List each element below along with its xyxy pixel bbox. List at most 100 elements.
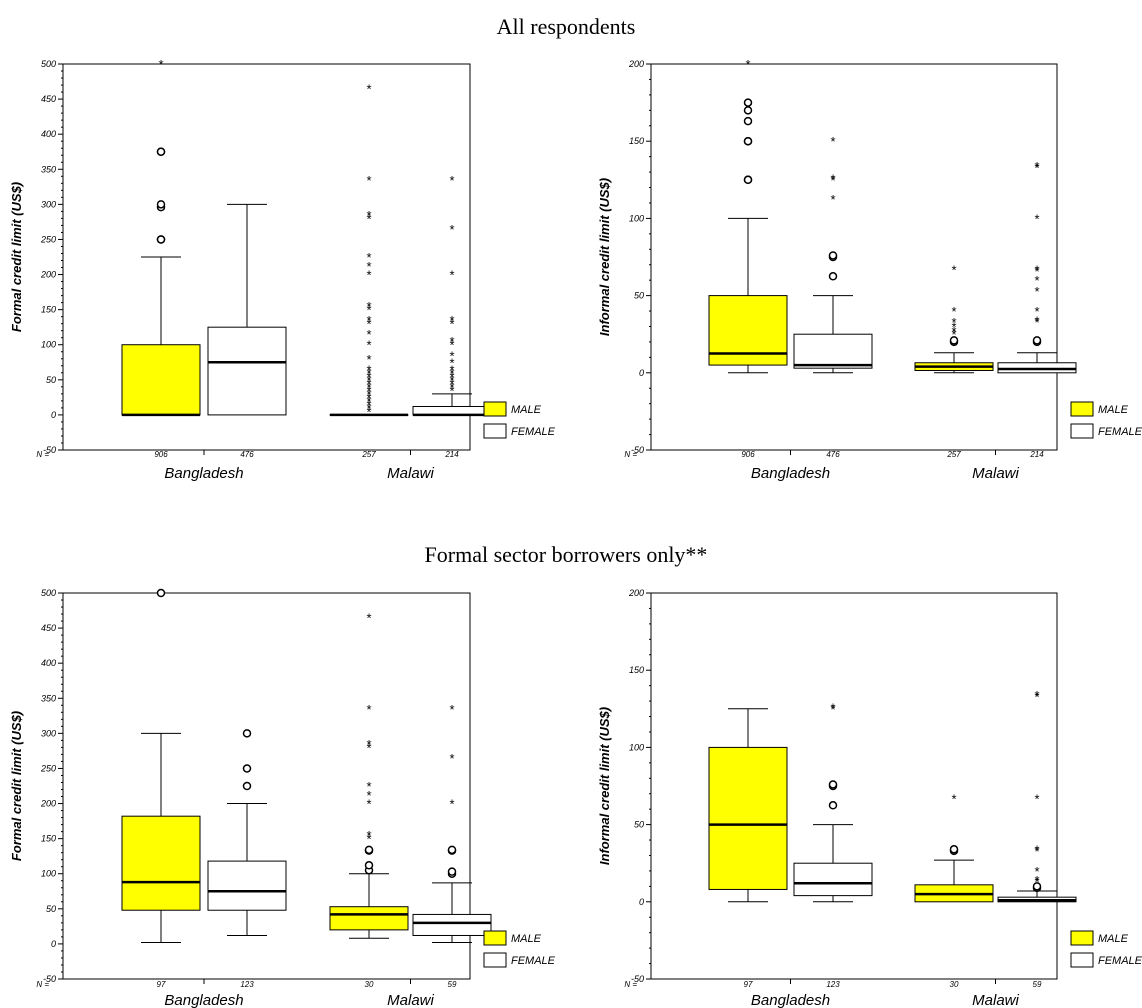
outlier-star: *	[830, 171, 835, 186]
outlier-star: *	[449, 373, 454, 388]
y-tick-label: 50	[634, 820, 644, 830]
outlier-star: *	[449, 366, 454, 381]
y-tick-label: 500	[41, 59, 56, 69]
legend-label-male: MALE	[511, 933, 542, 945]
n-value: 476	[826, 450, 840, 459]
outlier-star: *	[449, 268, 454, 283]
outlier-star: *	[366, 828, 371, 843]
outlier-star: *	[366, 362, 371, 377]
n-value: 257	[946, 450, 961, 459]
n-value: 123	[826, 980, 840, 989]
outlier-star: *	[366, 401, 371, 416]
outlier-star: *	[449, 369, 454, 384]
outlier-circle	[828, 272, 838, 281]
outlier-star: *	[366, 611, 371, 626]
box-bangladesh-female: ****476	[793, 134, 873, 459]
outlier-star: *	[449, 383, 454, 398]
y-tick-label: 300	[41, 199, 56, 209]
outlier-star: *	[1034, 262, 1039, 277]
box-bangladesh-male: * 906	[121, 57, 201, 459]
y-axis-label: Formal credit limit (US$)	[9, 182, 24, 332]
outlier-star: *	[951, 304, 956, 319]
outlier-star: *	[1034, 864, 1039, 879]
y-tick-label: 250	[40, 763, 56, 773]
y-tick-label: 200	[628, 59, 644, 69]
outlier-star: *	[449, 376, 454, 391]
n-label: N =	[36, 980, 49, 989]
category-label-bangladesh: Bangladesh	[751, 992, 830, 1008]
y-tick-label: 0	[51, 410, 56, 420]
n-value: 214	[444, 450, 459, 459]
box-bangladesh-female: 123	[207, 729, 287, 989]
outlier-star: *	[951, 791, 956, 806]
outlier-star: *	[449, 355, 454, 370]
outlier-star: *	[1034, 315, 1039, 330]
outlier-star: *	[830, 134, 835, 149]
n-value: 257	[361, 450, 376, 459]
y-tick-label: 450	[41, 94, 56, 104]
y-tick-label: 150	[41, 305, 56, 315]
box-malawi-male: ***************************257	[329, 82, 409, 459]
outlier-star: *	[1034, 211, 1039, 226]
box-malawi-male: ******257	[914, 262, 994, 459]
section-title-all-respondents: All respondents	[497, 14, 636, 39]
outlier-star: *	[366, 702, 371, 717]
legend-swatch-female	[483, 952, 507, 968]
legend-label-male: MALE	[511, 404, 542, 416]
y-tick-label: 0	[639, 897, 644, 907]
outlier-star: *	[951, 262, 956, 277]
outlier-circle	[156, 147, 166, 156]
outlier-star: *	[366, 173, 371, 188]
plot-frame	[62, 63, 471, 451]
outlier-star: *	[1034, 791, 1039, 806]
y-tick-label: -50	[43, 445, 56, 455]
n-value: 476	[240, 450, 254, 459]
y-tick-label: 50	[46, 375, 56, 385]
outlier-star: *	[366, 797, 371, 812]
outlier-star: *	[366, 299, 371, 314]
outlier-star: *	[366, 268, 371, 283]
outlier-star: *	[366, 366, 371, 381]
outlier-star: *	[449, 317, 454, 332]
outlier-star: *	[366, 387, 371, 402]
box-malawi-female: * * * 59	[412, 702, 492, 989]
outlier-star: *	[449, 797, 454, 812]
outlier-circle	[828, 780, 838, 789]
outlier-star: *	[366, 352, 371, 367]
outlier-star: *	[366, 259, 371, 274]
outlier-star: *	[830, 192, 835, 207]
y-tick-label: 50	[46, 904, 56, 914]
outlier-star: *	[449, 702, 454, 717]
outlier-star: *	[449, 173, 454, 188]
outlier-star: *	[366, 404, 371, 419]
chart-panel-1: -50 0 50 100 150 200 250 300 350 400 450 500 Formal …	[9, 57, 556, 482]
y-tick-label: 100	[629, 742, 644, 752]
box-bangladesh-female: 476	[207, 203, 287, 459]
outlier-star: *	[366, 317, 371, 332]
y-tick-label: -50	[631, 445, 644, 455]
outlier-circle	[743, 106, 753, 115]
outlier-star: *	[366, 369, 371, 384]
y-axis-label: Formal credit limit (US$)	[9, 711, 24, 861]
outlier-star: *	[1034, 688, 1039, 703]
box-malawi-female: ********59	[997, 688, 1077, 989]
outlier-star: *	[951, 319, 956, 334]
y-tick-label: 50	[634, 291, 644, 301]
outlier-star: *	[366, 397, 371, 412]
category-label-malawi: Malawi	[972, 465, 1019, 482]
outlier-circle	[828, 801, 838, 810]
y-tick-label: 350	[41, 693, 56, 703]
outlier-circle	[156, 200, 166, 209]
iqr-box	[121, 344, 201, 416]
n-value: 123	[240, 980, 254, 989]
n-value: 59	[448, 980, 457, 989]
y-axis-label: Informal credit limit (US$)	[597, 178, 612, 336]
outlier-star: *	[951, 327, 956, 342]
outlier-circle	[1032, 336, 1042, 345]
outlier-circle	[447, 845, 457, 855]
outlier-star: *	[366, 250, 371, 265]
iqr-box	[207, 860, 287, 911]
legend-label-female: FEMALE	[511, 955, 556, 967]
y-tick-label: -50	[43, 974, 56, 984]
